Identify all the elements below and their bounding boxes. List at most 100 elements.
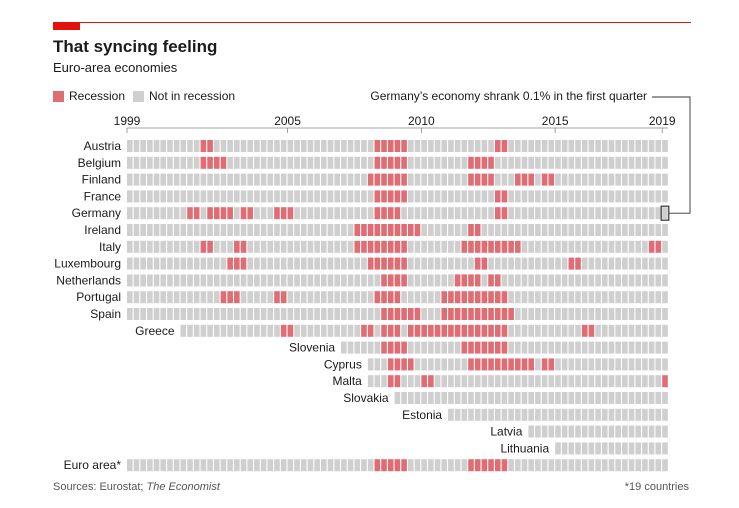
cell-luxembourg-2002q3 — [220, 257, 227, 270]
cell-netherlands-2013q2 — [508, 274, 514, 287]
cell-germany-2017q1 — [608, 207, 615, 220]
cell-finland-2015q4 — [575, 173, 581, 186]
cell-germany-2002q4 — [227, 207, 233, 220]
cell-italy-2008q4 — [387, 240, 394, 253]
cell-finland-2004q2 — [267, 173, 274, 186]
cell-germany-1999q1 — [127, 207, 133, 220]
cell-belgium-2007q2 — [347, 156, 354, 169]
cell-finland-2018q1 — [635, 173, 642, 186]
cell-latvia-2014q4 — [548, 425, 555, 438]
row-label-finland: Finland — [82, 173, 121, 187]
cell-finland-2007q4 — [361, 173, 367, 186]
cell-italy-2012q3 — [488, 240, 494, 253]
cell-germany-2007q4 — [361, 207, 367, 220]
cell-spain-1999q1 — [127, 308, 133, 320]
cell-belgium-1999q2 — [133, 156, 140, 169]
cell-ireland-2013q2 — [508, 224, 514, 236]
cell-ireland-2012q4 — [494, 224, 501, 236]
cell-estonia-2011q4 — [468, 408, 474, 421]
cell-austria-2007q4 — [361, 140, 367, 152]
cell-italy-2018q3 — [648, 240, 655, 253]
cell-italy-2003q1 — [234, 240, 240, 253]
cell-luxembourg-2004q1 — [260, 257, 267, 270]
row-label-italy: Italy — [99, 240, 121, 254]
cell-greece-2010q4 — [441, 324, 448, 337]
cell-belgium-2013q3 — [515, 156, 521, 169]
cell-germany-2019q1 — [662, 207, 668, 220]
cell-france-2018q4 — [655, 190, 662, 203]
cell-euro-area-2001q4 — [200, 459, 207, 472]
cell-portugal-2008q1 — [367, 291, 374, 304]
cell-slovakia-2017q2 — [615, 392, 621, 404]
cell-slovakia-2011q4 — [468, 392, 474, 404]
cell-spain-2012q3 — [488, 308, 494, 320]
cell-portugal-2006q2 — [321, 291, 327, 304]
cell-spain-2001q2 — [187, 308, 193, 320]
cell-cyprus-2017q3 — [622, 358, 628, 371]
cell-germany-2012q1 — [474, 207, 481, 220]
cell-austria-2013q4 — [521, 140, 528, 152]
cell-belgium-2013q2 — [508, 156, 514, 169]
cell-euro-area-2005q1 — [287, 459, 294, 472]
cell-malta-2018q3 — [648, 375, 655, 388]
cell-ireland-1999q1 — [127, 224, 133, 236]
cell-germany-2018q1 — [635, 207, 642, 220]
cell-ireland-2000q1 — [153, 224, 160, 236]
cell-luxembourg-2014q4 — [548, 257, 555, 270]
cell-austria-2010q4 — [441, 140, 448, 152]
cell-finland-2009q3 — [407, 173, 414, 186]
cell-germany-2010q3 — [434, 207, 441, 220]
cell-ireland-2006q4 — [334, 224, 340, 236]
cell-euro-area-2000q2 — [160, 459, 167, 472]
cell-malta-2013q3 — [515, 375, 521, 388]
cell-euro-area-2002q2 — [213, 459, 220, 472]
cell-malta-2013q1 — [501, 375, 508, 388]
row-label-euro-area: Euro area* — [64, 458, 122, 472]
cell-estonia-2017q2 — [615, 408, 621, 421]
cell-finland-2003q3 — [247, 173, 254, 186]
cell-austria-2018q4 — [655, 140, 662, 152]
cell-austria-2000q4 — [173, 140, 180, 152]
cell-france-2015q3 — [568, 190, 575, 203]
cell-belgium-2016q1 — [581, 156, 588, 169]
cell-finland-2013q1 — [501, 173, 508, 186]
cell-malta-2016q3 — [595, 375, 601, 388]
cell-spain-2009q2 — [401, 308, 407, 320]
cell-spain-2001q4 — [200, 308, 207, 320]
cell-portugal-2010q3 — [434, 291, 441, 304]
cell-luxembourg-2011q4 — [468, 257, 474, 270]
cell-euro-area-2001q1 — [180, 459, 187, 472]
cell-france-2018q2 — [642, 190, 648, 203]
cell-ireland-2003q3 — [247, 224, 254, 236]
cell-germany-2007q1 — [341, 207, 347, 220]
cell-greece-2006q4 — [334, 324, 340, 337]
cell-belgium-2006q1 — [314, 156, 320, 169]
cell-austria-2004q3 — [274, 140, 280, 152]
cell-slovenia-2008q1 — [367, 341, 374, 354]
cell-austria-2014q2 — [535, 140, 541, 152]
cell-slovenia-2009q3 — [407, 341, 414, 354]
cell-finland-2006q2 — [321, 173, 327, 186]
cell-italy-2007q1 — [341, 240, 347, 253]
cell-germany-2005q2 — [294, 207, 300, 220]
cell-greece-2001q1 — [180, 324, 187, 337]
cell-belgium-2018q3 — [648, 156, 655, 169]
cell-austria-2017q1 — [608, 140, 615, 152]
cell-euro-area-2013q3 — [515, 459, 521, 472]
cell-luxembourg-2006q1 — [314, 257, 320, 270]
cell-cyprus-2015q4 — [575, 358, 581, 371]
cell-austria-1999q1 — [127, 140, 133, 152]
cell-luxembourg-1999q3 — [140, 257, 146, 270]
cell-euro-area-2000q1 — [153, 459, 160, 472]
cell-ireland-2014q1 — [528, 224, 534, 236]
cell-slovakia-2010q3 — [434, 392, 441, 404]
cell-greece-2003q1 — [234, 324, 240, 337]
cell-malta-2008q4 — [387, 375, 394, 388]
cell-luxembourg-2018q2 — [642, 257, 648, 270]
cell-slovenia-2007q4 — [361, 341, 367, 354]
cell-spain-2011q2 — [454, 308, 461, 320]
cell-italy-2017q1 — [608, 240, 615, 253]
cell-ireland-2005q1 — [287, 224, 294, 236]
cell-france-2013q2 — [508, 190, 514, 203]
cell-latvia-2016q1 — [581, 425, 588, 438]
